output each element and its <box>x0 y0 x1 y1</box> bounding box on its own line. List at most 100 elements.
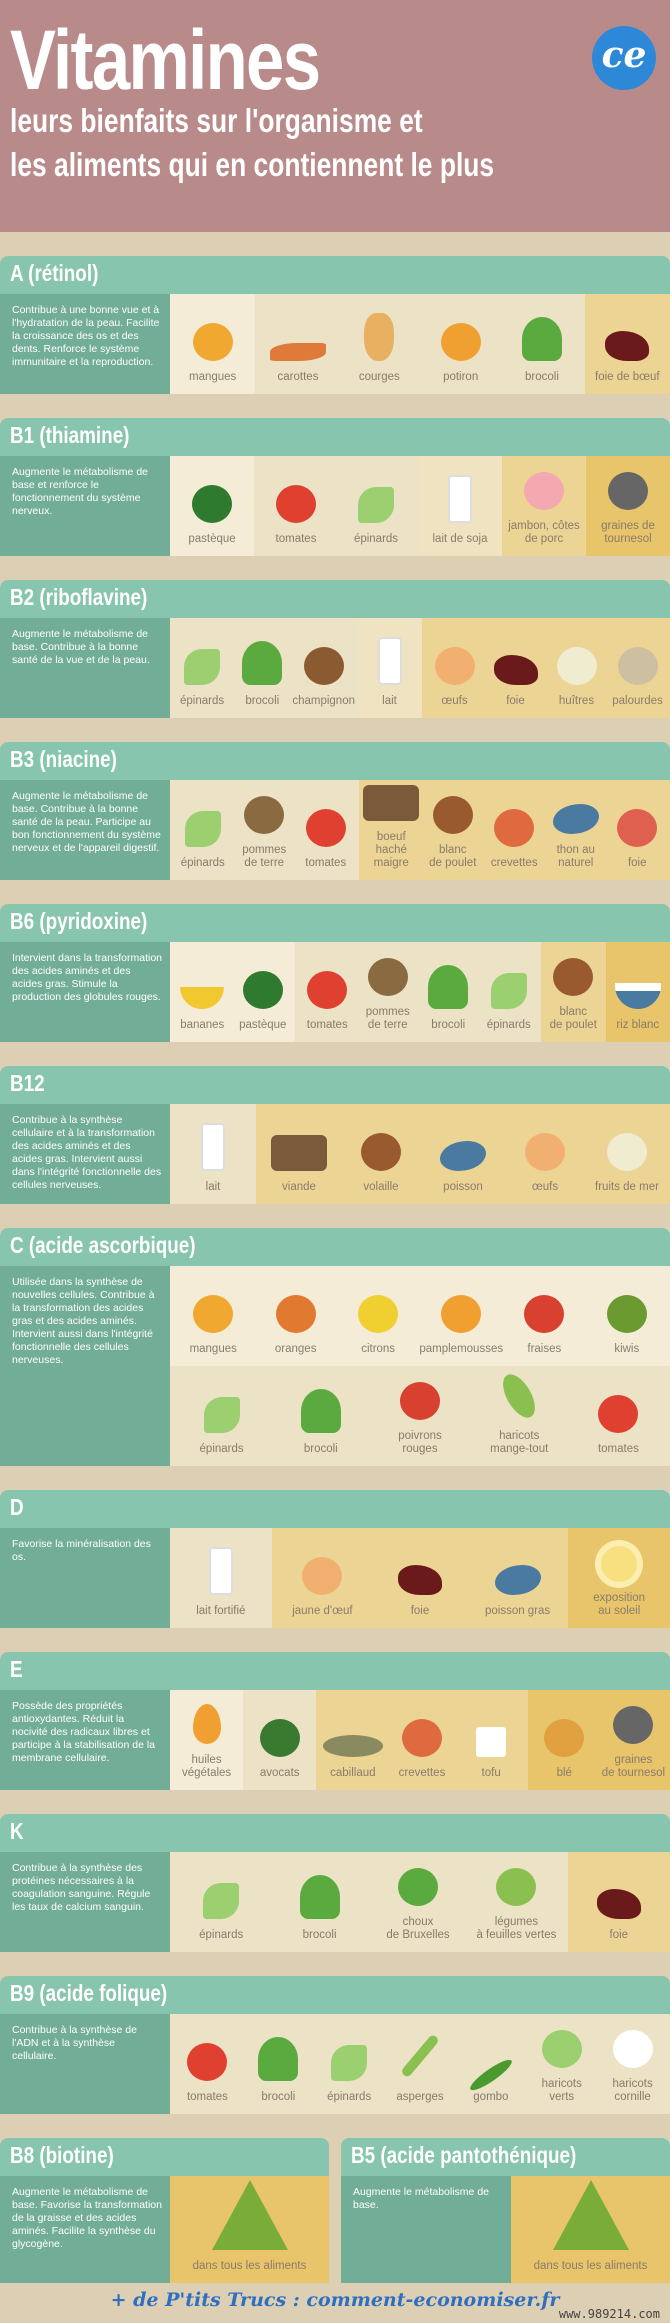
food-item: foie <box>607 784 669 876</box>
leaf-icon <box>496 1868 536 1906</box>
food-label: asperges <box>396 2091 443 2104</box>
section-description: Contribue à la synthèse des protéines né… <box>0 1852 170 1952</box>
vitamin-section: C (acide ascorbique) Utilisée dans la syn… <box>0 1228 670 1466</box>
section-header: B8 (biotine) <box>0 2138 329 2176</box>
food-item: brocoli <box>270 1856 368 1948</box>
food-item: haricots cornille <box>597 2018 668 2110</box>
food-item: pastèque <box>233 946 294 1038</box>
foods-panel: dans tous les aliments <box>511 2176 670 2283</box>
food-item: brocoli <box>501 298 582 390</box>
food-label: pamplemousses <box>419 1343 503 1356</box>
section-title: B5 (acide pantothénique) <box>351 2142 576 2169</box>
section-title: B8 (biotine) <box>10 2142 114 2169</box>
food-item: poisson gras <box>469 1532 567 1624</box>
vitamin-section: B6 (pyridoxine)Intervient dans la transf… <box>0 904 670 1042</box>
footer[interactable]: + de P'tits Trucs : comment-economiser.f… <box>0 2289 670 2323</box>
food-item: citrons <box>337 1270 419 1362</box>
food-item: poivrons rouges <box>370 1370 469 1462</box>
section-description: Contribue à la synthèse cellulaire et à … <box>0 1104 170 1204</box>
milk-glass-icon <box>448 475 472 523</box>
food-item: huîtres <box>546 622 607 714</box>
section-description: Augmente le métabolisme de base. <box>341 2176 511 2283</box>
food-item: huiles végétales <box>172 1694 241 1786</box>
foods-row: dans tous les aliments <box>170 2176 329 2283</box>
section-header: E <box>0 1652 670 1690</box>
grapefruit-icon <box>441 1295 481 1333</box>
food-item: lait <box>172 1108 254 1200</box>
food-group: exposition au soleil <box>568 1528 670 1628</box>
squash-icon <box>364 313 394 361</box>
food-item: champignon <box>292 622 355 714</box>
food-label: épinards <box>199 1929 243 1942</box>
section-body: Contribue à la synthèse des protéines né… <box>0 1852 670 1952</box>
tomato-icon <box>306 809 346 847</box>
food-label: mangues <box>190 1343 237 1356</box>
lemon-icon <box>358 1295 398 1333</box>
section-body: Augmente le métabolisme de base. dans tou… <box>341 2176 670 2283</box>
fish-icon <box>495 1565 541 1595</box>
food-label: épinards <box>327 2091 371 2104</box>
section-row: B1 (thiamine)Augmente le métabolisme de … <box>0 418 670 556</box>
section-header: B1 (thiamine) <box>0 418 670 456</box>
fish-icon <box>440 1141 486 1171</box>
watermelon-icon <box>192 485 232 523</box>
tomato-icon <box>307 971 347 1009</box>
section-header: C (acide ascorbique) <box>0 1228 670 1266</box>
section-body: Augmente le métabolisme de base. Favoris… <box>0 2176 329 2283</box>
food-label: tomates <box>276 533 317 546</box>
food-item: kiwis <box>586 1270 668 1362</box>
header: Vitamines leurs bienfaits sur l'organism… <box>0 0 670 232</box>
food-label: haricots cornille <box>612 2078 652 2104</box>
food-label: foie <box>506 695 525 708</box>
egg-icon <box>435 647 475 685</box>
spinach-icon <box>491 973 527 1009</box>
section-title: C (acide ascorbique) <box>10 1232 196 1259</box>
shrimp-icon <box>494 809 534 847</box>
food-label: carottes <box>278 371 319 384</box>
section-title: B9 (acide folique) <box>10 1980 167 2007</box>
mushroom-icon <box>304 647 344 685</box>
vitamin-section: B1 (thiamine)Augmente le métabolisme de … <box>0 418 670 556</box>
food-label: jambon, côtes de porc <box>508 520 580 546</box>
egg-icon <box>302 1557 342 1595</box>
food-label: lait <box>382 695 397 708</box>
wheat-icon <box>544 1719 584 1757</box>
vitamin-section: B2 (riboflavine)Augmente le métabolisme … <box>0 580 670 718</box>
section-body: Utilisée dans la synthèse de nouvelles c… <box>0 1266 670 1466</box>
food-label: poisson <box>443 1181 483 1194</box>
tomato-icon <box>598 1395 638 1433</box>
section-body: Favorise la minéralisation des os.lait f… <box>0 1528 670 1628</box>
food-label: blanc de poulet <box>429 844 476 870</box>
spinach-icon <box>184 649 220 685</box>
food-item: brocoli <box>232 622 292 714</box>
food-item: tomates <box>172 2018 243 2110</box>
food-item: haricots mange-tout <box>470 1370 569 1462</box>
section-row: A (rétinol)Contribue à une bonne vue et … <box>0 256 670 394</box>
vitamin-section: B8 (biotine) Augmente le métabolisme de b… <box>0 2138 329 2283</box>
section-title: B2 (riboflavine) <box>10 584 147 611</box>
food-item: exposition au soleil <box>570 1532 668 1624</box>
spinach-icon <box>204 1397 240 1433</box>
section-row: B3 (niacine)Augmente le métabolisme de b… <box>0 742 670 880</box>
food-label: blanc de poulet <box>550 1006 597 1032</box>
food-label: foie <box>411 1605 430 1618</box>
section-header: B2 (riboflavine) <box>0 580 670 618</box>
food-group: jambon, côtes de porc <box>502 456 586 556</box>
section-body: Contribue à une bonne vue et à l'hydrata… <box>0 294 670 394</box>
food-item: épinards <box>172 784 234 876</box>
milk-glass-icon <box>378 637 402 685</box>
shrimp-icon <box>402 1719 442 1757</box>
food-label: foie <box>610 1929 629 1942</box>
food-label: dans tous les aliments <box>534 2260 648 2273</box>
